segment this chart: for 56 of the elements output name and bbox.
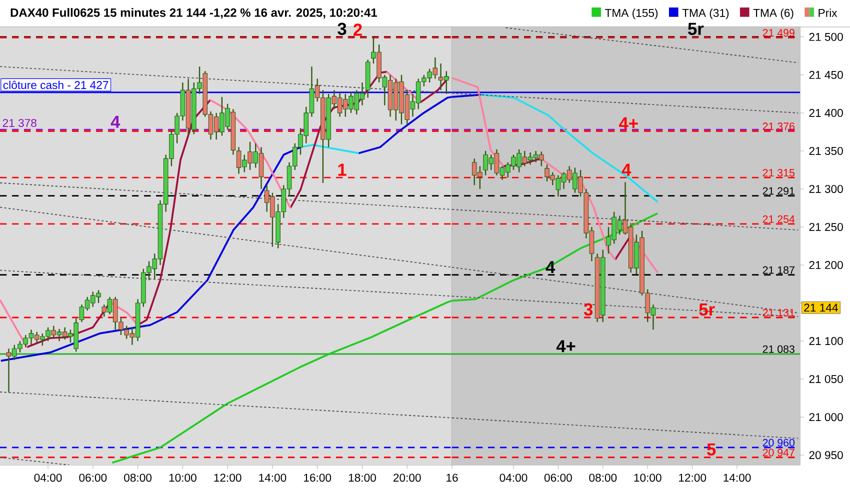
x-tick-label: 16:00 xyxy=(304,474,332,482)
chart-title: DAX40 Full0625 15 minutes 21 144 -1,22 % 16 avr. 2025, 10:20:41 xyxy=(10,8,377,19)
ref-line-label: 20 960 xyxy=(762,438,795,446)
x-tick-label: 18:00 xyxy=(348,474,376,482)
x-tick-label: 12:00 xyxy=(679,474,706,482)
annotation: 5 xyxy=(707,443,716,456)
legend-label: TMA (31) xyxy=(682,8,729,20)
annotation: 21 378 xyxy=(2,118,36,127)
y-tick-label: 20 950 xyxy=(809,451,843,460)
annotation: 5r xyxy=(688,22,704,36)
legend-label: TMA (6) xyxy=(753,8,794,20)
annotation: 4 xyxy=(622,164,632,176)
annotation: 2 xyxy=(354,24,362,36)
x-tick-label: 08:00 xyxy=(589,474,617,482)
x-tick-label: 04:00 xyxy=(500,474,528,482)
y-tick-label: 21 250 xyxy=(809,222,843,231)
annotation: 4 xyxy=(110,116,120,128)
x-tick-label: 10:00 xyxy=(634,474,662,482)
y-tick-label: 21 350 xyxy=(809,146,843,155)
annotation: 21 144 xyxy=(804,304,838,312)
legend-label: TMA (155) xyxy=(605,8,658,20)
x-tick-label: 16 xyxy=(446,474,458,482)
annotation: 3 xyxy=(338,22,346,36)
legend-label: Prix xyxy=(818,8,838,17)
annotation: 4+ xyxy=(619,117,638,130)
x-tick-label: 12:00 xyxy=(214,474,242,482)
ref-line-label: 21 131 xyxy=(762,308,794,316)
ref-line-label: 21 376 xyxy=(762,122,794,130)
y-tick-label: 21 000 xyxy=(809,413,843,422)
x-tick-label: 10:00 xyxy=(169,474,196,482)
y-tick-label: 21 100 xyxy=(809,337,843,346)
x-tick-label: 06:00 xyxy=(79,474,107,482)
x-tick-label: 20:00 xyxy=(394,474,421,482)
x-tick-label: 14:00 xyxy=(259,474,286,482)
y-tick-label: 21 200 xyxy=(809,261,843,270)
ref-line-label: 21 291 xyxy=(762,187,794,195)
ref-line-label: 21 499 xyxy=(762,29,794,37)
annotation: 1 xyxy=(338,164,346,176)
annotation: 5r xyxy=(699,304,715,316)
y-tick-label: 21 400 xyxy=(809,108,843,117)
ref-line-label: 21 315 xyxy=(762,168,794,176)
annotation: 4+ xyxy=(556,340,576,352)
ref-line-label: 21 254 xyxy=(762,215,795,223)
y-tick-label: 21 450 xyxy=(809,70,843,79)
ref-line-label: 21 083 xyxy=(762,345,794,353)
ref-line-label: 21 187 xyxy=(762,266,794,274)
x-tick-label: 08:00 xyxy=(124,474,152,482)
y-tick-label: 21 500 xyxy=(809,32,843,41)
y-tick-label: 21 050 xyxy=(809,375,843,384)
ref-line-label: 20 947 xyxy=(762,448,794,456)
y-tick-label: 21 300 xyxy=(809,184,843,193)
annotation: 3 xyxy=(584,303,593,316)
x-tick-label: 14:00 xyxy=(724,474,751,482)
x-tick-label: 06:00 xyxy=(544,474,572,482)
annotation: clôture cash - 21 427 xyxy=(3,80,108,90)
x-tick-label: 04:00 xyxy=(34,474,62,482)
